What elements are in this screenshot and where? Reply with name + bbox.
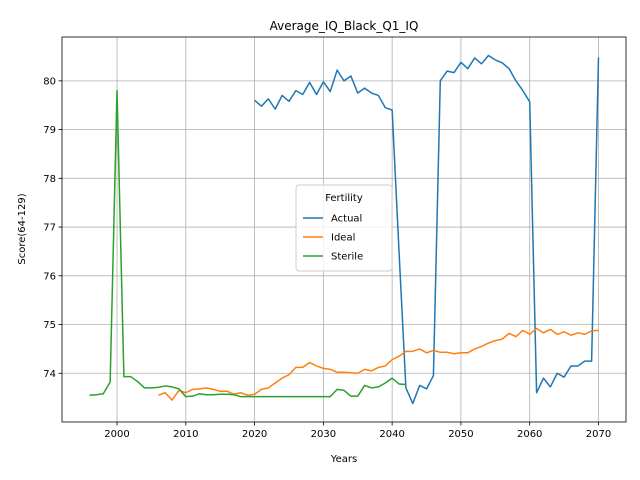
legend-box (295, 184, 393, 272)
x-tick-label: 2040 (379, 429, 404, 440)
series-line-ideal (158, 327, 599, 401)
y-tick-label: 75 (43, 320, 56, 331)
series-line-sterile (89, 89, 406, 398)
legend: Fertility Actual Ideal Sterile (295, 184, 393, 272)
x-axis-label: Years (330, 454, 357, 465)
x-tick-label: 2050 (448, 429, 473, 440)
x-tick-label: 2020 (242, 429, 267, 440)
plot-frame (61, 36, 627, 423)
y-tick-label: 74 (43, 369, 56, 380)
y-tick-label: 76 (43, 271, 56, 282)
x-tick-label: 2070 (586, 429, 611, 440)
x-tick-label: 2030 (311, 429, 336, 440)
y-tick-label: 80 (43, 76, 56, 87)
y-tick-label: 79 (43, 125, 56, 136)
y-axis-label: Score(64-129) (17, 193, 28, 264)
legend-label-actual: Actual (331, 214, 362, 225)
chart-title: Average_IQ_Black_Q1_IQ (270, 19, 419, 33)
legend-label-ideal: Ideal (331, 233, 355, 244)
y-tick-label: 77 (43, 223, 56, 234)
y-tick-label: 78 (43, 174, 56, 185)
legend-label-sterile: Sterile (331, 252, 363, 263)
series-line-actual (254, 54, 600, 405)
x-tick-label: 2060 (517, 429, 542, 440)
legend-title: Fertility (325, 193, 363, 204)
ticks: 2000 2010 2020 2030 2040 2050 2060 2070 74 75 76 77… (43, 76, 611, 440)
series-lines (89, 54, 600, 405)
x-tick-label: 2000 (104, 429, 129, 440)
x-tick-label: 2010 (173, 429, 198, 440)
